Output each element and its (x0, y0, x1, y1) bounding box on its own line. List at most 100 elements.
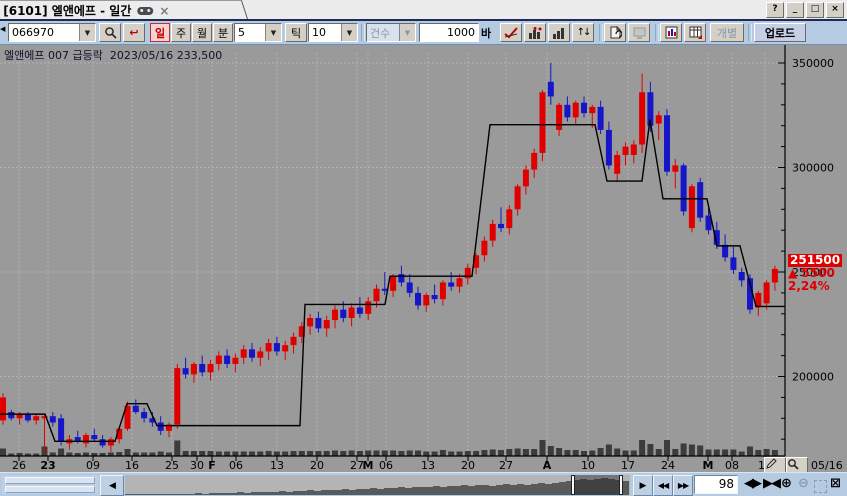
report-chart-button[interactable] (660, 23, 682, 42)
minimap-volume-bar (195, 493, 202, 495)
minimap-volume-bar (244, 493, 251, 495)
period-daily-button[interactable]: 일 (150, 23, 170, 42)
fast-forward-button[interactable]: ▶▶ (673, 475, 693, 496)
minimap-volume-bar (482, 485, 489, 495)
sort-updown-button[interactable]: ↑↓ (572, 23, 594, 42)
indicator-alert-button[interactable] (524, 23, 546, 42)
count-combo: 건수 ▼ (366, 23, 416, 42)
period-minute-button[interactable]: 분 (213, 23, 233, 42)
chevron-down-icon[interactable]: ▼ (265, 24, 281, 41)
minimap-right-handle[interactable] (619, 475, 623, 495)
bar-count-input[interactable]: 1000 (419, 23, 479, 42)
minimap-volume-bar (307, 490, 314, 495)
candle-body (439, 282, 446, 300)
candle-body (290, 336, 297, 346)
stock-code-value: 066970 (12, 26, 54, 39)
volume-bar (688, 444, 695, 456)
volume-bar (597, 448, 604, 456)
minimap-volume-bar (321, 490, 328, 495)
minute-combo[interactable]: 5 ▼ (234, 23, 282, 42)
bars-icon (553, 27, 564, 39)
candle-body (431, 294, 438, 300)
link-icon[interactable] (137, 6, 154, 14)
minimap-selection[interactable] (574, 475, 622, 495)
candle-body (190, 363, 197, 375)
minimap-volume-bar (209, 493, 216, 495)
volume-bar (182, 451, 189, 456)
volume-bar (680, 443, 687, 456)
candle-body (323, 320, 330, 329)
chevron-down-icon[interactable]: ▼ (79, 24, 95, 41)
candle-body (174, 368, 181, 425)
grid-table-button[interactable] (684, 23, 706, 42)
volume-bar (215, 451, 222, 456)
minute-value: 5 (238, 26, 245, 39)
volume-bar (107, 452, 114, 456)
chart-style-button[interactable] (500, 23, 522, 42)
candle-body (307, 317, 314, 327)
volume-chart-button[interactable] (548, 23, 570, 42)
y-axis-label: 250000 (792, 266, 834, 279)
volume-bar (199, 451, 206, 456)
recall-button[interactable]: ↩ (123, 23, 145, 42)
expand-bars-icon[interactable]: ◀▶ (744, 476, 762, 491)
x-axis-label: 30 (190, 459, 204, 472)
chevron-down-icon[interactable]: ▼ (341, 24, 357, 41)
x-axis-label: 27 (499, 459, 513, 472)
period-monthly-button[interactable]: 월 (192, 23, 212, 42)
candle-body (605, 129, 612, 166)
maximize-button[interactable]: □ (806, 2, 824, 18)
tab-close-icon[interactable]: × (159, 3, 170, 17)
scroll-left-button[interactable]: ◀ (100, 475, 124, 496)
red-check-icon (504, 26, 518, 38)
stock-code-combo[interactable]: 066970 ▼ (8, 23, 96, 42)
zoom-in-icon[interactable]: ⊕ (781, 476, 792, 491)
x-axis-label: 20 (310, 459, 324, 472)
minimap-volume-bar (125, 494, 132, 495)
candle-body (199, 363, 206, 373)
candle-body (539, 92, 546, 153)
upload-button[interactable]: 업로드 (754, 23, 806, 42)
minimap-left-handle[interactable] (571, 475, 575, 495)
close-chart-icon[interactable]: ⊠ (830, 476, 841, 491)
period-tick-button[interactable]: 틱 (285, 23, 307, 42)
splitter-grip[interactable] (2, 475, 98, 494)
candle-body (332, 309, 338, 321)
volume-bar (282, 451, 289, 456)
period-weekly-button[interactable]: 주 (171, 23, 191, 42)
pencil-icon (766, 458, 777, 469)
candle-body (91, 435, 98, 440)
minimap-volume-bar (622, 481, 629, 495)
search-button[interactable] (99, 23, 121, 42)
new-page-button[interactable] (604, 23, 626, 42)
candle-body (655, 115, 662, 124)
volume-bar (83, 452, 89, 456)
toolbar-scroll-left-icon[interactable]: ◀ (0, 25, 6, 33)
history-minimap[interactable] (125, 475, 630, 495)
bar-page-input[interactable]: 98 (694, 475, 738, 494)
volume-bar (257, 451, 264, 456)
tick-combo[interactable]: 10 ▼ (308, 23, 358, 42)
collapse-bars-icon[interactable]: ▶◀ (763, 476, 781, 491)
minimap-volume-bar (391, 488, 398, 495)
volume-bar (340, 451, 347, 456)
chart-tab[interactable]: [6101] 엘앤에프 - 일간 × (0, 0, 249, 19)
minimap-volume-bar (272, 492, 279, 495)
close-button[interactable]: × (826, 2, 844, 18)
candle-body (647, 92, 654, 126)
volume-bar (581, 451, 587, 456)
play-button[interactable]: ▶ (633, 475, 653, 496)
individual-label: 개별 (716, 26, 738, 40)
minimap-volume-bar (398, 487, 405, 495)
minimap-volume-bar (349, 490, 356, 495)
zoom-out-icon: ⊖ (798, 476, 809, 491)
help-button[interactable]: ? (766, 2, 784, 18)
x-axis-label: 27 (350, 459, 364, 472)
candle-body (224, 355, 231, 364)
individual-button-disabled: 개별 (710, 23, 744, 42)
minimize-button[interactable]: _ (786, 2, 804, 18)
rewind-button[interactable]: ◀◀ (653, 475, 673, 496)
volume-bar (132, 452, 139, 456)
candle-body (249, 349, 255, 358)
volume-bar (141, 452, 148, 456)
